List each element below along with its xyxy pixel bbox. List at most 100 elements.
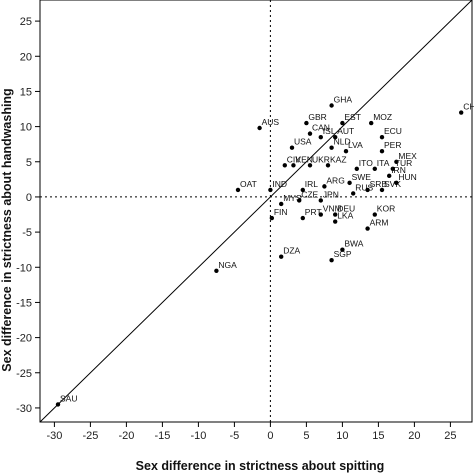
point-label: ECU xyxy=(384,126,402,136)
point-label: IND xyxy=(272,179,287,189)
point-label: DZA xyxy=(283,246,300,256)
point-label: PRT xyxy=(305,207,322,217)
data-point xyxy=(291,163,296,168)
data-point xyxy=(372,166,377,171)
axes-layer: -30 -25 -20 -15 -10 -5 0 5 10 15 20 25 -30 -25 -20 -15 -… xyxy=(16,0,473,442)
data-point xyxy=(340,247,345,252)
point-label: KOR xyxy=(377,204,395,214)
point-label: IRL xyxy=(305,179,319,189)
point-label: ARM xyxy=(370,218,389,228)
point-label: SRB xyxy=(370,179,388,189)
x-tick-label: -15 xyxy=(154,430,170,442)
data-point xyxy=(268,187,273,193)
data-point xyxy=(322,184,327,189)
data-point xyxy=(269,215,275,221)
data-point xyxy=(279,254,284,259)
point-label: ARG xyxy=(326,175,344,185)
point-label: KEN xyxy=(295,154,312,164)
data-point xyxy=(329,103,334,108)
point-label: LVA xyxy=(348,140,363,150)
data-point xyxy=(214,268,219,273)
x-tick-label: -25 xyxy=(82,430,98,442)
y-tick-label: 10 xyxy=(20,122,32,134)
point-label: CZE xyxy=(301,189,318,199)
point-label: TUR xyxy=(395,158,412,168)
data-point xyxy=(347,180,352,186)
data-point xyxy=(318,212,323,217)
y-tick-label: -30 xyxy=(16,403,32,415)
data-point xyxy=(289,145,295,150)
data-point xyxy=(343,149,349,154)
point-label: AUT xyxy=(337,126,354,136)
point-label: FIN xyxy=(274,207,288,217)
point-label: SGP xyxy=(334,249,352,259)
point-label: NLD xyxy=(334,137,351,147)
point-label: KAZ xyxy=(330,154,347,164)
x-tick-label: 0 xyxy=(267,430,273,442)
x-tick-label: -5 xyxy=(230,430,240,442)
point-label: MEX xyxy=(398,151,417,161)
x-axis-title: Sex difference in strictness about spitt… xyxy=(136,459,385,473)
point-label: LKA xyxy=(337,211,353,221)
data-point xyxy=(387,173,392,179)
point-label: SAU xyxy=(60,393,77,403)
point-label: DEU xyxy=(337,204,355,214)
y-tick-label: -15 xyxy=(16,297,32,309)
y-tick-label: -25 xyxy=(16,368,32,380)
point-label: MYS xyxy=(283,193,302,203)
point-label: OAT xyxy=(240,179,257,189)
x-tick-label: -20 xyxy=(118,430,134,442)
data-point xyxy=(318,134,323,140)
data-point xyxy=(365,187,370,193)
point-label: CHL xyxy=(463,102,474,112)
data-point xyxy=(307,163,313,168)
data-point xyxy=(365,226,370,231)
data-point xyxy=(354,166,359,171)
point-label: CAN xyxy=(312,123,330,133)
point-label: ISL xyxy=(323,126,336,136)
data-point xyxy=(329,258,334,263)
data-point xyxy=(340,120,345,126)
point-label: CIV xyxy=(287,154,302,164)
data-point xyxy=(372,212,377,217)
data-point xyxy=(235,187,241,193)
data-point xyxy=(282,163,287,168)
data-point xyxy=(318,198,323,203)
x-tick-label: 5 xyxy=(303,430,309,442)
data-point xyxy=(300,215,305,221)
data-point xyxy=(307,131,313,136)
x-tick-label: 25 xyxy=(444,430,456,442)
data-point xyxy=(279,201,284,207)
point-label: HUN xyxy=(398,172,416,182)
y-tick-label: 25 xyxy=(20,16,32,28)
reference-lines-layer xyxy=(39,0,473,423)
data-point xyxy=(329,145,334,150)
data-point xyxy=(325,163,331,168)
point-label: JPN xyxy=(323,189,339,199)
axis-titles-layer: Sex difference in strictness about spitt… xyxy=(0,88,384,473)
data-point xyxy=(300,187,305,193)
point-label: GBR xyxy=(308,112,326,122)
y-tick-label: -10 xyxy=(16,262,32,274)
x-tick-label: 20 xyxy=(408,430,420,442)
data-point xyxy=(257,125,262,131)
x-tick-label: 15 xyxy=(372,430,384,442)
plot-frame xyxy=(39,0,473,423)
y-tick-label: -5 xyxy=(22,227,32,239)
x-tick-label: 10 xyxy=(336,430,348,442)
point-label: ITA xyxy=(377,158,390,168)
point-label: USA xyxy=(294,137,312,147)
data-point xyxy=(369,120,374,126)
data-point xyxy=(459,110,464,115)
point-label: RUS xyxy=(355,182,373,192)
y-tick-label: 5 xyxy=(26,157,32,169)
y-tick-label: -20 xyxy=(16,333,32,345)
y-tick-label: 15 xyxy=(20,86,32,98)
data-point xyxy=(333,212,338,217)
point-label: AUS xyxy=(262,117,280,127)
data-point xyxy=(297,198,302,203)
point-label: MOZ xyxy=(373,112,392,122)
point-label: IRN xyxy=(391,165,406,175)
